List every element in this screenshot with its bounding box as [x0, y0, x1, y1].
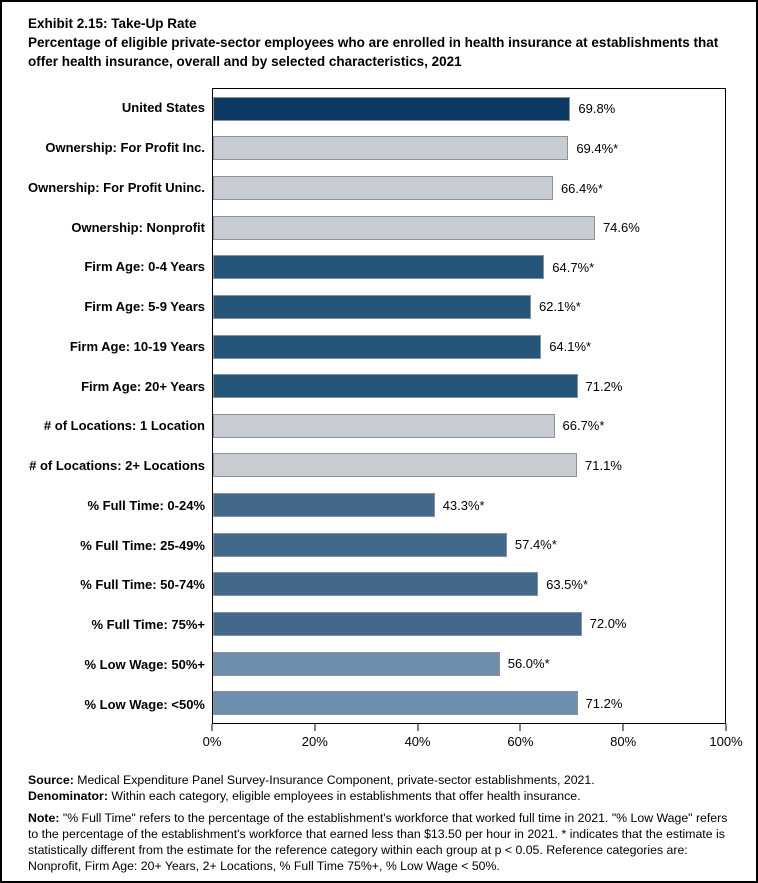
bar — [213, 651, 500, 676]
category-label: % Full Time: 75%+ — [91, 617, 205, 633]
x-tick-mark — [211, 724, 213, 731]
category-label: # of Locations: 2+ Locations — [29, 458, 205, 474]
bar-value-label: 63.5%* — [546, 576, 589, 592]
bar-value-label: 57.4%* — [514, 537, 557, 553]
category-label: Firm Age: 5-9 Years — [84, 299, 205, 315]
bar-value-label: 64.1%* — [549, 339, 592, 355]
plot-column: 69.8% 69.4%* 66.4%* 74.6% 64.7%* 62.1%* 64.1%*… — [203, 88, 743, 762]
x-tick-mark — [725, 724, 727, 731]
source-text: Medical Expenditure Panel Survey-Insuran… — [73, 773, 595, 787]
category-label: % Low Wage: <50% — [84, 696, 205, 712]
bar-row: 66.4%* — [213, 168, 725, 208]
note-label: Note: — [28, 811, 60, 825]
bar — [213, 215, 595, 240]
bar-row: 64.1%* — [213, 327, 725, 367]
bar-value-label: 71.2% — [585, 695, 623, 711]
x-axis: 0% 20% 40% 60% 80% 100% — [203, 724, 743, 762]
bar-row: 71.2% — [213, 366, 725, 406]
bar-value-label: 56.0%* — [507, 656, 550, 672]
category-labels: United States Ownership: For Profit Inc. O… — [28, 88, 212, 724]
bar-row: 69.8% — [213, 89, 725, 129]
bar — [213, 96, 571, 121]
category-label: % Full Time: 50-74% — [80, 577, 205, 593]
bar-row: 66.7%* — [213, 406, 725, 446]
bar — [213, 374, 578, 399]
category-label: # of Locations: 1 Location — [43, 418, 205, 434]
category-label: Firm Age: 10-19 Years — [69, 338, 205, 354]
bar-row: 74.6% — [213, 208, 725, 248]
bar — [213, 493, 435, 518]
bar-row: 71.2% — [213, 683, 725, 723]
x-tick-mark — [417, 724, 419, 731]
bar-value-label: 66.7%* — [562, 418, 605, 434]
x-tick-mark — [622, 724, 624, 731]
x-tick-mark — [519, 724, 521, 731]
bar-row: 69.4%* — [213, 129, 725, 169]
source-note: Source: Medical Expenditure Panel Survey… — [28, 772, 730, 788]
bar-row: 71.1% — [213, 446, 725, 486]
bar — [213, 176, 553, 201]
bar — [213, 572, 539, 597]
category-label: % Low Wage: 50%+ — [84, 656, 205, 672]
bar — [213, 255, 545, 280]
category-label: % Full Time: 25-49% — [80, 537, 205, 553]
bar — [213, 136, 569, 161]
bar-value-label: 72.0% — [589, 616, 627, 632]
note: Note: "% Full Time" refers to the percen… — [28, 810, 730, 874]
bar-row: 62.1%* — [213, 287, 725, 327]
bar-value-label: 69.4%* — [576, 140, 619, 156]
category-label: Ownership: For Profit Uninc. — [28, 179, 205, 195]
exhibit-title: Exhibit 2.15: Take-Up Rate — [28, 16, 197, 31]
category-label: Ownership: Nonprofit — [71, 219, 205, 235]
bar — [213, 532, 507, 557]
title-block: Exhibit 2.15: Take-Up Rate Percentage of… — [28, 14, 722, 71]
bar-row: 72.0% — [213, 604, 725, 644]
category-label: United States — [121, 100, 205, 116]
bar-value-label: 66.4%* — [560, 180, 603, 196]
x-tick-label: 100% — [709, 734, 743, 749]
denominator-text: Within each category, eligible employees… — [107, 789, 581, 803]
bar-value-label: 43.3%* — [442, 497, 485, 513]
category-label: Firm Age: 20+ Years — [81, 378, 205, 394]
source-label: Source: — [28, 773, 74, 787]
x-tick-label: 40% — [404, 734, 431, 749]
x-tick-mark — [314, 724, 316, 731]
bar-value-label: 64.7%* — [552, 259, 595, 275]
footnotes: Source: Medical Expenditure Panel Survey… — [28, 772, 730, 874]
x-tick-label: 20% — [301, 734, 328, 749]
bar-value-label: 74.6% — [602, 220, 640, 236]
bar — [213, 334, 542, 359]
bar-chart: United States Ownership: For Profit Inc. O… — [28, 88, 743, 762]
bar-row: 43.3%* — [213, 485, 725, 525]
bar-value-label: 71.2% — [585, 378, 623, 394]
bar — [213, 691, 578, 716]
plot-area: 69.8% 69.4%* 66.4%* 74.6% 64.7%* 62.1%* 64.1%*… — [212, 88, 726, 724]
category-label: Ownership: For Profit Inc. — [45, 140, 205, 156]
bar — [213, 413, 555, 438]
bar — [213, 453, 578, 478]
x-tick-label: 0% — [202, 734, 222, 749]
bar-row: 56.0%* — [213, 644, 725, 684]
x-tick-label: 60% — [507, 734, 534, 749]
denominator-note: Denominator: Within each category, eligi… — [28, 788, 730, 804]
category-label: % Full Time: 0-24% — [87, 497, 205, 513]
bar-row: 57.4%* — [213, 525, 725, 565]
category-label: Firm Age: 0-4 Years — [84, 259, 205, 275]
bar-value-label: 62.1%* — [538, 299, 581, 315]
bar-row: 63.5%* — [213, 565, 725, 605]
denominator-label: Denominator: — [28, 789, 108, 803]
bar-value-label: 69.8% — [578, 101, 616, 117]
bar-value-label: 71.1% — [585, 457, 622, 473]
bar-row: 64.7%* — [213, 248, 725, 288]
note-text: "% Full Time" refers to the percentage o… — [28, 811, 728, 873]
bar — [213, 611, 582, 636]
x-tick-label: 80% — [610, 734, 637, 749]
chart-subtitle: Percentage of eligible private-sector em… — [28, 35, 719, 69]
bar — [213, 294, 531, 319]
